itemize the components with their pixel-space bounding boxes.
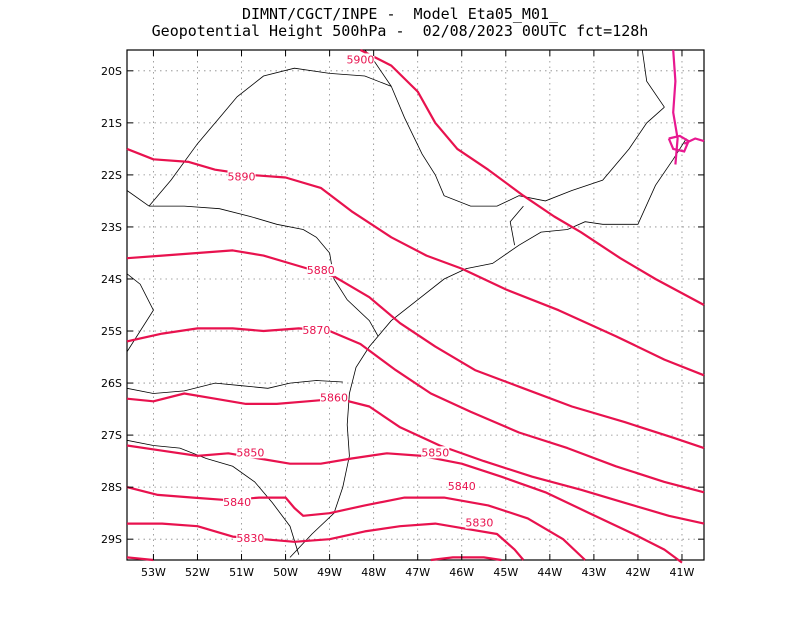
latitude-ticks: 20S 21S 22S 23S 24S 25S 26S 27S 28S 29S xyxy=(101,65,704,546)
map-frame xyxy=(126,49,705,561)
contour-5840 xyxy=(126,486,586,561)
contour-label: 5830 xyxy=(465,517,493,530)
graticule xyxy=(127,50,704,560)
contour-5820 xyxy=(126,556,154,562)
contour-5880 xyxy=(126,249,705,450)
contour-label: 5860 xyxy=(320,392,348,405)
contour-5830 xyxy=(127,522,525,561)
contour-label: 5840 xyxy=(448,480,476,493)
contour-lines xyxy=(126,49,705,564)
lat-tick-label: 23S xyxy=(101,221,122,234)
lat-tick-label: 24S xyxy=(101,273,122,286)
lon-tick-label: 42W xyxy=(625,566,650,579)
lon-tick-label: 43W xyxy=(581,566,606,579)
contour-labels: 5900 5890 5880 5870 5860 5850 5850 5840 5840 5830… xyxy=(223,53,494,545)
lon-tick-label: 48W xyxy=(361,566,386,579)
lon-tick-label: 47W xyxy=(405,566,430,579)
contour-label-bg xyxy=(421,446,450,459)
title-line-1: DIMNT/CGCT/INPE - Model Eta05_M01_ xyxy=(241,5,559,23)
lat-tick-label: 26S xyxy=(101,377,122,390)
map-title: DIMNT/CGCT/INPE - Model Eta05_M01_ Geopo… xyxy=(0,6,800,40)
border-line xyxy=(126,273,154,353)
contour-label-bg xyxy=(227,170,256,183)
lat-tick-label: 22S xyxy=(101,169,122,182)
contour-5910 xyxy=(672,49,679,165)
contour-label: 5880 xyxy=(307,264,335,277)
contour-5850 xyxy=(126,444,683,564)
lon-tick-label: 49W xyxy=(317,566,342,579)
contour-label: 5890 xyxy=(228,171,256,184)
contour-5910 xyxy=(683,137,705,145)
title-line-2: Geopotential Height 500hPa - 02/08/2023 … xyxy=(151,22,649,40)
contour-label: 5850 xyxy=(421,446,449,459)
contour-5910 xyxy=(667,134,690,153)
border-line xyxy=(126,190,150,207)
contour-5820b xyxy=(430,556,502,562)
lon-tick-label: 44W xyxy=(537,566,562,579)
border-line xyxy=(289,138,687,558)
coastline-and-borders xyxy=(126,49,687,558)
lat-tick-label: 25S xyxy=(101,325,122,338)
contour-label: 5870 xyxy=(302,324,330,337)
lon-tick-label: 51W xyxy=(229,566,254,579)
border-line xyxy=(509,205,524,246)
contour-label-bg xyxy=(346,53,375,66)
contour-label-bg xyxy=(236,446,265,459)
contour-label-bg xyxy=(320,391,349,404)
contour-label: 5830 xyxy=(236,532,264,545)
lon-tick-label: 53W xyxy=(141,566,166,579)
border-line xyxy=(148,67,392,207)
contour-5900 xyxy=(359,49,705,306)
contour-label: 5840 xyxy=(223,496,251,509)
lon-tick-label: 41W xyxy=(670,566,695,579)
lat-tick-label: 21S xyxy=(101,117,122,130)
lon-tick-label: 46W xyxy=(449,566,474,579)
contour-label-bg xyxy=(236,532,265,545)
longitude-ticks: 53W 52W 51W 50W 49W 48W 47W 46W 45W 44W 43W 42W 41W xyxy=(141,50,695,579)
contour-5860 xyxy=(126,392,705,525)
contour-label-bg xyxy=(306,264,335,277)
lat-tick-label: 29S xyxy=(101,533,122,546)
contour-5890 xyxy=(126,147,705,377)
border-line xyxy=(149,205,379,337)
lon-tick-label: 45W xyxy=(493,566,518,579)
lat-tick-label: 20S xyxy=(101,65,122,78)
contour-label-bg xyxy=(447,480,476,493)
contour-label-bg xyxy=(302,324,331,337)
border-line xyxy=(126,380,343,394)
contour-label: 5850 xyxy=(236,446,264,459)
lon-tick-label: 52W xyxy=(185,566,210,579)
lat-tick-label: 27S xyxy=(101,429,122,442)
contour-label-bg xyxy=(465,516,494,529)
contour-label-bg xyxy=(223,495,252,508)
lat-tick-label: 28S xyxy=(101,481,122,494)
border-line xyxy=(390,86,665,207)
contour-5870 xyxy=(126,327,705,494)
border-line xyxy=(641,49,665,108)
border-line xyxy=(126,439,300,555)
lon-tick-label: 50W xyxy=(273,566,298,579)
contour-label: 5900 xyxy=(346,53,374,66)
